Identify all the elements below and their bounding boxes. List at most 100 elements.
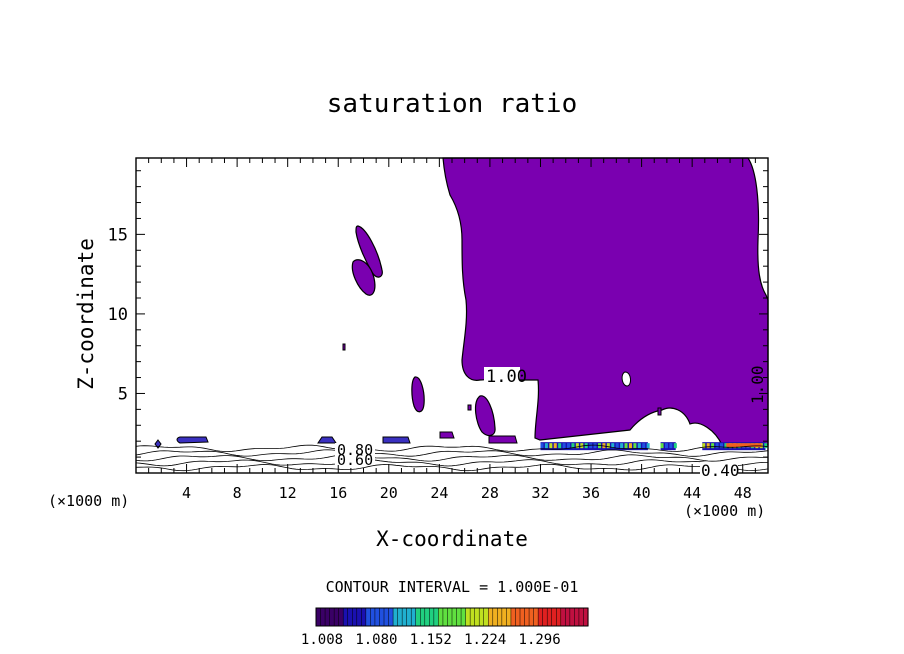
- colorbar-cell: [470, 608, 476, 626]
- colorbar-cell: [429, 608, 435, 626]
- x-tick-label: 40: [633, 484, 651, 502]
- colorbar-cell: [365, 608, 371, 626]
- main-supersaturated-region: [442, 157, 769, 446]
- colorbar-cell: [397, 608, 403, 626]
- band-cell: [719, 443, 723, 449]
- band-cell: [628, 443, 632, 449]
- colorbar-cell: [547, 608, 553, 626]
- colorbar-tick-label: 1.152: [410, 632, 452, 648]
- band-cell: [611, 443, 615, 449]
- colorbar-tick-label: 1.080: [355, 632, 397, 648]
- colorbar-cell: [510, 608, 517, 626]
- cloud-blob: [351, 259, 376, 296]
- band-cell: [606, 443, 610, 449]
- contour-line: [135, 454, 769, 462]
- contour-label-1-00-rotated: 1.00: [748, 365, 767, 404]
- colorbar-cell: [384, 608, 390, 626]
- colorbar-cell: [492, 608, 498, 626]
- colorbar-cell: [474, 608, 480, 626]
- colorbar-frame: [315, 607, 589, 627]
- x-tick-label: 48: [734, 484, 752, 502]
- contour-label-0-80: 0.80: [337, 441, 373, 459]
- colorbar-cell: [465, 608, 471, 626]
- colorbar-cell: [574, 608, 580, 626]
- band-cell: [567, 443, 571, 449]
- colorbar-cell: [488, 608, 494, 626]
- colorbar-cell: [325, 608, 331, 626]
- colorbar-cell: [388, 608, 394, 626]
- cloud-blob: [474, 395, 496, 437]
- x-tick-label: 16: [329, 484, 347, 502]
- low-patch: [317, 436, 337, 444]
- colorbar-cell: [569, 608, 575, 626]
- x-unit-left: (×1000 m): [48, 492, 129, 510]
- colorbar-cell: [520, 608, 526, 626]
- contour-interval: CONTOUR INTERVAL = 1.000E-01: [326, 578, 579, 596]
- colorbar-cell: [497, 608, 503, 626]
- colorbar-cell: [565, 608, 571, 626]
- colorbar-cell: [420, 608, 426, 626]
- contour-label-1-00: 1.00: [486, 367, 527, 387]
- colorbar-cell: [352, 608, 358, 626]
- band-cell: [706, 443, 710, 449]
- band-cell: [549, 443, 553, 449]
- band-cell: [571, 443, 575, 449]
- colorbar-cell: [442, 608, 449, 626]
- colorbar-cell: [556, 608, 562, 626]
- band-cell: [711, 443, 715, 449]
- band-cell: [580, 443, 584, 449]
- band-cell: [633, 443, 637, 449]
- colorbar-cell: [529, 608, 535, 626]
- colorbar-cell: [406, 608, 412, 626]
- colorbar-tick-label: 1.296: [519, 632, 561, 648]
- contour-lines: [135, 444, 769, 472]
- colorbar-cell: [402, 608, 408, 626]
- x-tick-label: 12: [279, 484, 297, 502]
- cloud-blob: [342, 343, 346, 351]
- x-tick-label: 44: [683, 484, 701, 502]
- cloud-blob: [467, 404, 472, 411]
- colorbar-cell: [415, 608, 421, 626]
- band-cell: [724, 443, 728, 449]
- contour-line: [135, 449, 769, 457]
- colorbar-cell: [438, 608, 444, 626]
- colorbar-cell: [456, 608, 462, 626]
- contour-label-0-40: 0.40: [701, 461, 740, 480]
- low-patch: [176, 436, 209, 444]
- x-tick-label: 4: [182, 484, 191, 502]
- colorbar-cell: [347, 608, 353, 626]
- colorbar-cell: [524, 608, 530, 626]
- band-cell: [593, 443, 597, 449]
- chart-title: saturation ratio: [327, 89, 577, 119]
- x-tick-label: 8: [233, 484, 242, 502]
- low-patch: [439, 431, 455, 439]
- band-cell: [660, 443, 664, 449]
- colorbar-tick-label: 1.224: [464, 632, 506, 648]
- band-hot: [726, 443, 762, 448]
- colorbar: 1.008 1.080 1.152 1.224 1.296: [301, 607, 589, 648]
- band-cell: [620, 443, 624, 449]
- x-tick-label: 20: [380, 484, 398, 502]
- colorbar-cell: [343, 608, 349, 626]
- band-cell: [664, 443, 668, 449]
- band-base: [660, 442, 676, 451]
- colorbar-cell: [334, 608, 340, 626]
- band-cell: [540, 443, 544, 449]
- colorbar-cell: [479, 608, 485, 626]
- band-cell: [589, 443, 593, 449]
- band-cell: [669, 443, 673, 449]
- y-tick-label: 10: [108, 305, 128, 325]
- supersaturation-regions: [154, 157, 769, 449]
- band-cell: [646, 443, 650, 449]
- band-cell: [764, 443, 768, 449]
- x-tick-label: 24: [430, 484, 448, 502]
- band-cell: [624, 443, 628, 449]
- band-cell: [637, 443, 641, 449]
- colorbar-cell: [393, 608, 399, 626]
- colorbar-cell: [379, 608, 385, 626]
- contour-line: [135, 444, 769, 452]
- cloud-blob: [657, 407, 662, 416]
- colorbar-cell: [560, 608, 566, 626]
- contour-label-0-60: 0.60: [337, 451, 373, 469]
- y-tick-label: 15: [108, 225, 128, 245]
